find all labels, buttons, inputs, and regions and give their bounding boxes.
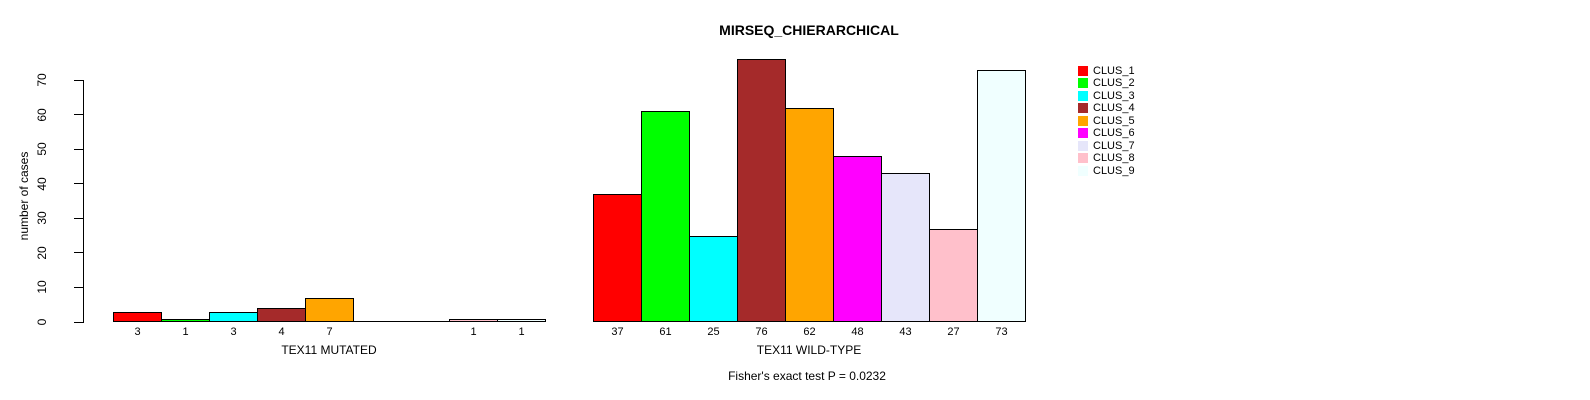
bar-clus_1-group2 — [593, 194, 642, 322]
chart-title: MIRSEQ_CHIERARCHICAL — [719, 22, 899, 38]
y-axis-tick — [74, 286, 83, 288]
y-axis-tick — [74, 183, 83, 185]
legend-item-clus_6: CLUS_6 — [1078, 127, 1135, 140]
bar-clus_4-group1 — [257, 308, 306, 322]
legend-label: CLUS_9 — [1093, 164, 1135, 177]
bar-value-label: 76 — [755, 326, 768, 338]
y-axis-tick — [74, 114, 83, 116]
bar-clus_6-group2 — [833, 156, 882, 322]
bar-clus_2-group1 — [161, 319, 210, 322]
y-axis-tick-label: 20 — [35, 246, 49, 260]
bar-value-label: 61 — [659, 326, 672, 338]
x-axis-label-mutated: TEX11 MUTATED — [281, 343, 377, 357]
y-axis-tick-label: 50 — [35, 142, 49, 156]
y-axis-tick-label: 60 — [35, 107, 49, 122]
legend-item-clus_5: CLUS_5 — [1078, 114, 1135, 127]
legend-item-clus_3: CLUS_3 — [1078, 89, 1135, 102]
legend-item-clus_4: CLUS_4 — [1078, 102, 1135, 115]
bar-value-label: 1 — [470, 326, 477, 338]
y-axis-tick — [74, 79, 83, 81]
legend-item-clus_9: CLUS_9 — [1078, 164, 1135, 177]
y-axis-tick-label: 0 — [35, 318, 49, 326]
bar-value-label: 25 — [707, 326, 720, 338]
bar-value-label: 48 — [851, 326, 864, 338]
y-axis-line — [83, 80, 84, 323]
bar-value-label: 27 — [947, 326, 960, 338]
bar-clus_5-group1 — [305, 298, 354, 322]
legend-label: CLUS_4 — [1093, 102, 1135, 115]
legend-label: CLUS_5 — [1093, 114, 1135, 127]
bar-value-label: 1 — [518, 326, 525, 338]
bar-clus_9-group2 — [977, 70, 1026, 322]
legend-label: CLUS_2 — [1093, 77, 1135, 90]
fisher-test-annotation: Fisher's exact test P = 0.0232 — [728, 369, 886, 383]
bar-clus_3-group1 — [209, 312, 258, 322]
bar-clus_1-group1 — [113, 312, 162, 322]
bar-value-label: 73 — [995, 326, 1008, 338]
bar-clus_2-group2 — [641, 111, 690, 322]
legend-color-swatch — [1078, 128, 1088, 139]
bar-value-label: 3 — [230, 326, 237, 338]
bar-clus_9-group1 — [497, 319, 546, 322]
legend-color-swatch — [1078, 103, 1088, 114]
legend-label: CLUS_8 — [1093, 152, 1135, 165]
legend-color-swatch — [1078, 78, 1088, 89]
legend-color-swatch — [1078, 115, 1088, 126]
bar-value-label: 62 — [803, 326, 816, 338]
bar-clus_8-group2 — [929, 229, 978, 322]
bar-clus_6-group1 — [353, 321, 402, 322]
bar-clus_3-group2 — [689, 236, 738, 322]
legend-item-clus_1: CLUS_1 — [1078, 65, 1135, 78]
legend-color-swatch — [1078, 153, 1088, 164]
x-axis-label-wild-type: TEX11 WILD-TYPE — [756, 343, 862, 357]
bar-clus_4-group2 — [737, 59, 786, 322]
bar-value-label: 43 — [899, 326, 912, 338]
bar-value-label: 3 — [134, 326, 141, 338]
legend-item-clus_2: CLUS_2 — [1078, 77, 1135, 90]
bar-clus_7-group1 — [401, 321, 450, 322]
bar-clus_7-group2 — [881, 173, 930, 322]
y-axis-title: number of cases — [17, 151, 31, 241]
bar-clus_8-group1 — [449, 319, 498, 322]
bar-value-label: 1 — [182, 326, 189, 338]
y-axis-tick-label: 30 — [35, 211, 49, 225]
y-axis-tick-label: 70 — [35, 73, 49, 87]
legend-label: CLUS_6 — [1093, 127, 1135, 140]
legend-label: CLUS_7 — [1093, 139, 1135, 152]
legend-color-swatch — [1078, 165, 1088, 176]
legend-label: CLUS_3 — [1093, 89, 1135, 102]
y-axis-tick — [74, 252, 83, 254]
bar-value-label: 4 — [278, 326, 285, 338]
legend-color-swatch — [1078, 90, 1088, 101]
legend-label: CLUS_1 — [1093, 65, 1135, 77]
bar-clus_5-group2 — [785, 108, 834, 322]
bar-value-label: 7 — [326, 326, 333, 338]
y-axis-tick-label: 10 — [35, 280, 49, 295]
legend-color-swatch — [1078, 140, 1088, 151]
legend-item-clus_8: CLUS_8 — [1078, 152, 1135, 165]
legend-item-clus_7: CLUS_7 — [1078, 139, 1135, 152]
bar-value-label: 37 — [611, 326, 624, 338]
y-axis-tick — [74, 148, 83, 150]
legend-color-swatch — [1078, 66, 1088, 76]
y-axis-tick — [74, 217, 83, 219]
y-axis-tick-label: 40 — [35, 177, 49, 191]
y-axis-tick — [74, 321, 83, 323]
